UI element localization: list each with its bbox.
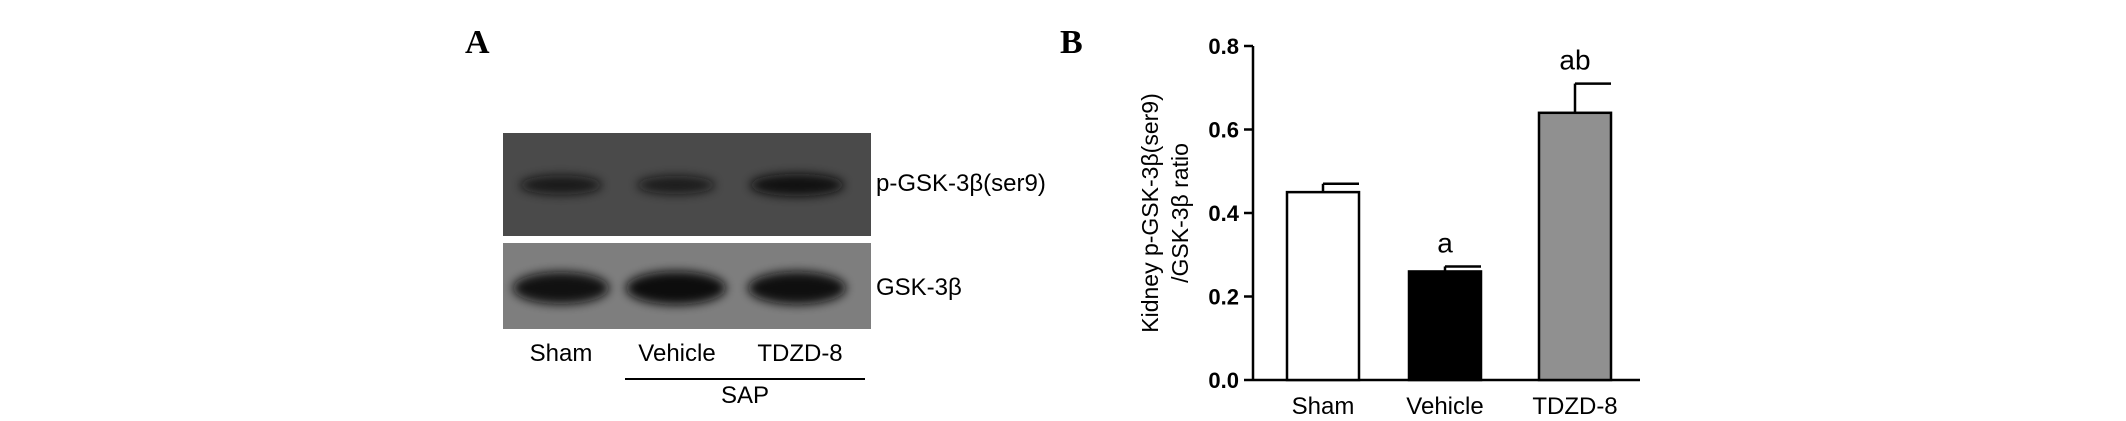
blot-band-0-0 [520,175,602,195]
blot-band-1-0 [513,271,609,305]
sap-group-line [625,378,865,380]
significance-annotation: ab [1559,45,1590,76]
y-tick-label: 0.8 [1208,34,1239,59]
blot-label-gsk3b: GSK-3β [876,274,962,301]
panel-b-letter: B [1060,24,1083,61]
lane-label-vehicle: Vehicle [638,340,716,367]
bar-vehicle [1407,270,1483,382]
sap-group-label: SAP [720,382,770,409]
blot-band-0-1 [637,175,715,195]
y-tick-label: 0.6 [1208,118,1239,143]
y-tick-label: 0.2 [1208,285,1239,310]
bar-sham [1285,190,1361,382]
panel-a-letter: A [465,24,490,61]
lane-label-tdzd8: TDZD-8 [757,340,843,367]
blot-band-1-2 [748,271,846,305]
bar-tdzd-8 [1537,111,1613,382]
y-tick-label: 0.0 [1208,368,1239,393]
blot-band-0-2 [750,173,844,197]
y-axis-label-line: Kidney p-GSK-3β(ser9) [1137,93,1163,332]
y-axis-label-line: /GSK-3β ratio [1167,143,1193,283]
blot-label-p-gsk3b: p-GSK-3β(ser9) [876,170,1046,197]
blot-band-1-1 [626,271,726,305]
lane-label-sham: Sham [529,340,593,367]
significance-annotation: a [1437,227,1453,258]
x-tick-label: Sham [1292,393,1355,420]
x-tick-label: Vehicle [1406,393,1483,420]
y-tick-label: 0.4 [1208,201,1239,226]
x-tick-label: TDZD-8 [1532,393,1617,420]
